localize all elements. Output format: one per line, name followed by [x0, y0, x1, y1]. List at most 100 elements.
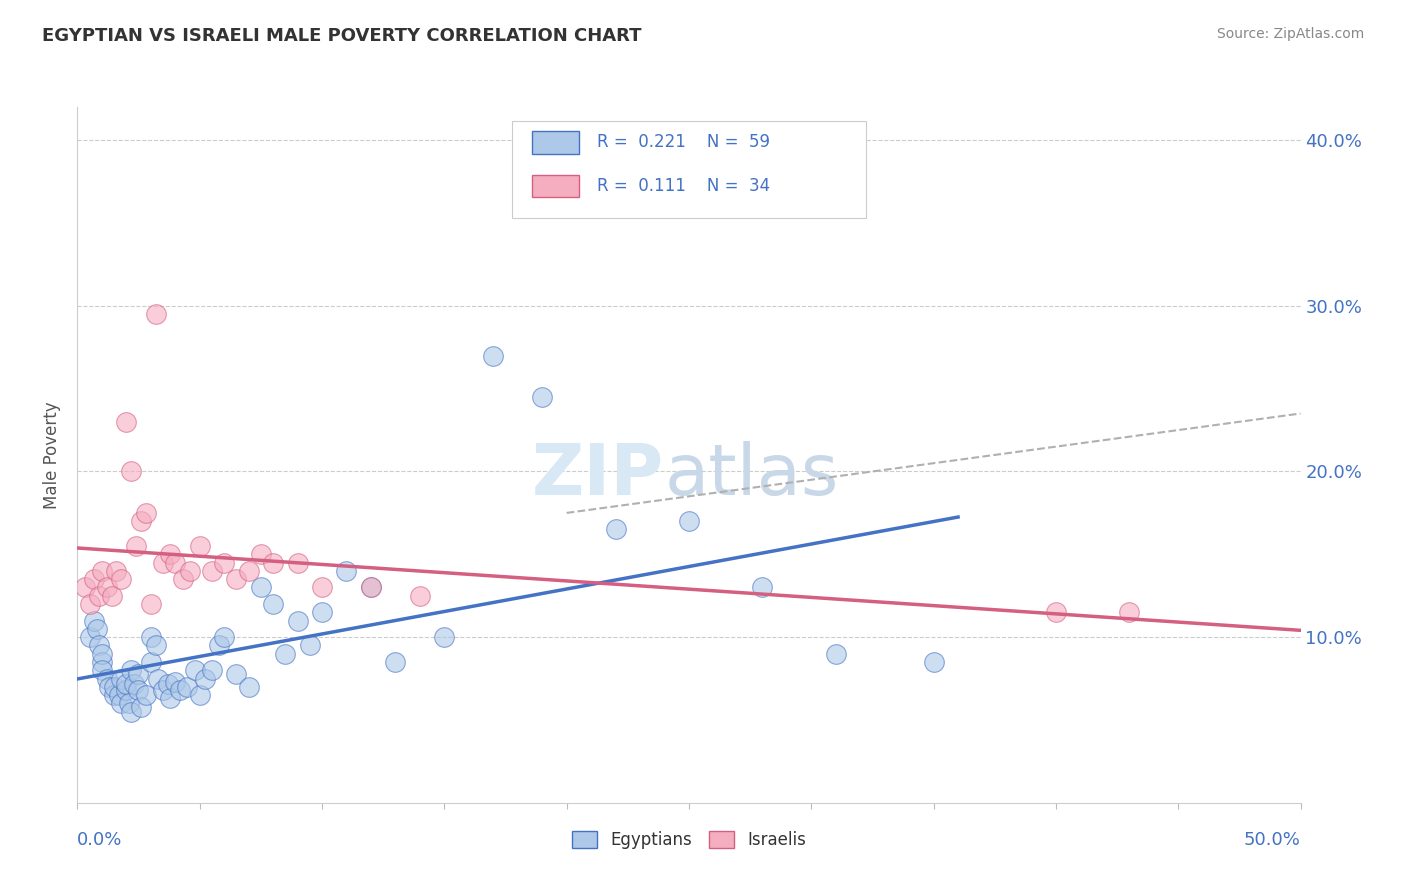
Point	[90, 647, 112, 661]
Point	[86, 622, 108, 636]
Text: R =  0.221    N =  59: R = 0.221 N = 59	[598, 133, 770, 151]
Legend: Egyptians, Israelis: Egyptians, Israelis	[564, 822, 814, 857]
Point	[482, 349, 505, 363]
Point	[274, 647, 297, 661]
Point	[250, 547, 273, 561]
Point	[118, 697, 141, 711]
Point	[193, 672, 215, 686]
Point	[159, 547, 181, 561]
Point	[135, 688, 157, 702]
Point	[122, 676, 145, 690]
Point	[90, 663, 112, 677]
Point	[79, 630, 101, 644]
Point	[152, 683, 174, 698]
Point	[1118, 605, 1140, 619]
Point	[384, 655, 406, 669]
Point	[298, 639, 321, 653]
Point	[409, 589, 432, 603]
Point	[89, 589, 111, 603]
Point	[115, 415, 138, 429]
Point	[125, 539, 148, 553]
Point	[103, 688, 125, 702]
Point	[250, 581, 273, 595]
Point	[110, 697, 132, 711]
Point	[89, 639, 111, 653]
Point	[108, 688, 131, 702]
Point	[96, 672, 118, 686]
Point	[212, 630, 235, 644]
Point	[105, 564, 128, 578]
Point	[188, 539, 211, 553]
Point	[135, 506, 157, 520]
Point	[605, 523, 627, 537]
Point	[238, 564, 260, 578]
Point	[110, 672, 132, 686]
Point	[128, 666, 150, 681]
Text: 0.0%: 0.0%	[77, 830, 122, 848]
Point	[172, 572, 194, 586]
Point	[169, 683, 191, 698]
Text: R =  0.111    N =  34: R = 0.111 N = 34	[598, 177, 770, 194]
Point	[120, 465, 142, 479]
Point	[152, 556, 174, 570]
Text: EGYPTIAN VS ISRAELI MALE POVERTY CORRELATION CHART: EGYPTIAN VS ISRAELI MALE POVERTY CORRELA…	[42, 27, 641, 45]
Point	[225, 666, 247, 681]
Point	[1045, 605, 1067, 619]
Point	[360, 581, 382, 595]
Point	[335, 564, 357, 578]
Point	[176, 680, 198, 694]
Point	[188, 688, 211, 702]
Point	[433, 630, 456, 644]
Point	[145, 307, 167, 321]
Point	[120, 663, 142, 677]
Point	[165, 556, 187, 570]
Text: 50.0%: 50.0%	[1244, 830, 1301, 848]
Point	[100, 589, 122, 603]
Point	[79, 597, 101, 611]
Point	[201, 663, 224, 677]
Point	[678, 514, 700, 528]
Point	[287, 614, 309, 628]
Point	[139, 630, 162, 644]
Point	[201, 564, 224, 578]
Point	[165, 674, 187, 689]
Point	[98, 680, 121, 694]
Point	[751, 581, 773, 595]
Point	[922, 655, 945, 669]
Point	[90, 655, 112, 669]
Point	[159, 691, 181, 706]
Point	[110, 572, 132, 586]
Point	[83, 572, 105, 586]
Point	[156, 676, 179, 690]
Text: ZIP: ZIP	[533, 442, 665, 510]
Point	[531, 390, 554, 404]
FancyBboxPatch shape	[533, 175, 579, 197]
Point	[824, 647, 846, 661]
Point	[139, 597, 162, 611]
Point	[83, 614, 105, 628]
Point	[212, 556, 235, 570]
Point	[179, 564, 201, 578]
Point	[103, 680, 125, 694]
Point	[129, 699, 152, 714]
Point	[311, 581, 333, 595]
Point	[128, 683, 150, 698]
Point	[90, 564, 112, 578]
FancyBboxPatch shape	[512, 121, 866, 219]
Point	[145, 639, 167, 653]
Point	[96, 581, 118, 595]
FancyBboxPatch shape	[533, 131, 579, 153]
Y-axis label: Male Poverty: Male Poverty	[44, 401, 62, 508]
Point	[360, 581, 382, 595]
Point	[208, 639, 231, 653]
Point	[129, 514, 152, 528]
Point	[120, 705, 142, 719]
Point	[311, 605, 333, 619]
Point	[262, 597, 284, 611]
Point	[139, 655, 162, 669]
Point	[262, 556, 284, 570]
Point	[184, 663, 207, 677]
Text: atlas: atlas	[665, 442, 839, 510]
Point	[115, 683, 138, 698]
Point	[115, 676, 138, 690]
